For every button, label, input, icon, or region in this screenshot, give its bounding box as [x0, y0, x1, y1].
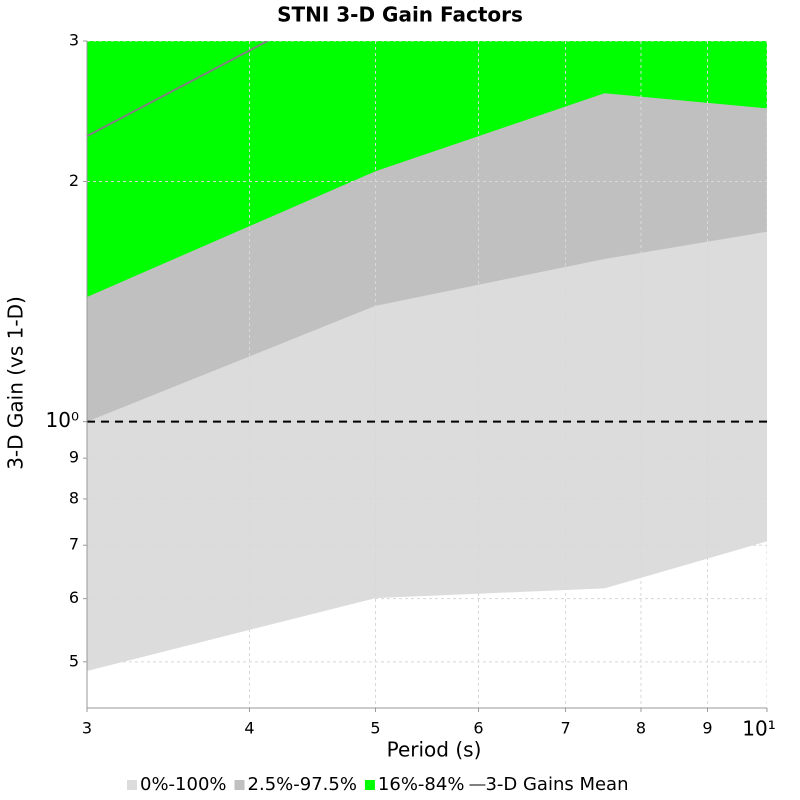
- chart-title: STNI 3-D Gain Factors: [277, 3, 523, 27]
- y-tick-label: 5: [69, 651, 79, 670]
- band-area: [87, 41, 767, 297]
- x-tick-label: 7: [560, 719, 570, 738]
- y-tick-label: 9: [69, 448, 79, 467]
- x-tick-label: 6: [473, 719, 483, 738]
- y-axis-label: 3-D Gain (vs 1-D): [4, 296, 28, 470]
- y-tick-label: 10⁰: [46, 408, 79, 432]
- legend-swatch: [127, 780, 137, 790]
- x-tick-label: 3: [82, 719, 92, 738]
- mean-line: [87, 41, 269, 137]
- axes: 3 4 5 6 7 8 9 10¹ 5 6 7 8 9 10⁰ 2 3: [46, 31, 776, 741]
- y-tick-label: 2: [69, 171, 79, 190]
- legend-label: 2.5%-97.5%: [248, 774, 357, 795]
- legend-label: 16%-84%: [378, 774, 465, 795]
- x-tick-label: 10¹: [742, 717, 775, 741]
- plot-area: [87, 41, 767, 708]
- y-tick-label: 6: [69, 588, 79, 607]
- x-tick-label: 5: [370, 719, 380, 738]
- x-tick-label: 9: [702, 719, 712, 738]
- x-tick-label: 4: [244, 719, 254, 738]
- legend-label: 3-D Gains Mean: [485, 774, 628, 795]
- legend-swatch: [364, 780, 375, 790]
- y-tick-label: 7: [69, 535, 79, 554]
- legend-swatch: [234, 780, 245, 790]
- x-tick-label: 8: [636, 719, 646, 738]
- y-tick-label: 8: [69, 488, 79, 507]
- legend-label: 0%-100%: [140, 774, 227, 795]
- x-axis-label: Period (s): [387, 738, 482, 762]
- y-tick-label: 3: [69, 31, 79, 50]
